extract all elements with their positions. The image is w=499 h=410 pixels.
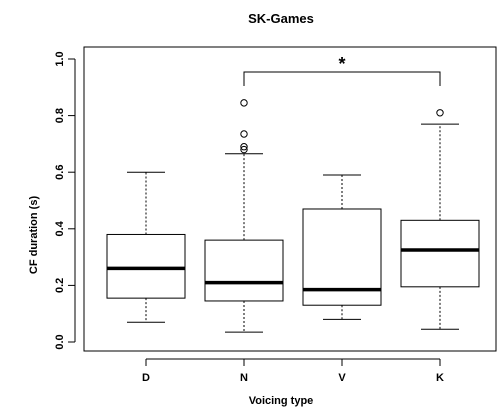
boxes-layer	[106, 99, 480, 333]
outlier-point	[436, 109, 444, 117]
iqr-box	[400, 219, 480, 288]
y-tick-label: 0.4	[54, 220, 66, 236]
outlier-point	[240, 130, 248, 138]
box-v	[302, 174, 382, 320]
outlier-point	[240, 145, 248, 154]
significance-star: *	[338, 54, 345, 74]
x-tick-label-d: D	[142, 372, 150, 384]
significance-bracket: *	[243, 54, 441, 86]
iqr-box	[204, 239, 284, 302]
x-axis-label: Voicing type	[249, 395, 314, 407]
x-tick-label-k: K	[436, 372, 444, 384]
iqr-box	[106, 233, 186, 299]
x-tick-label-v: V	[338, 372, 346, 384]
bracket-line	[243, 71, 441, 86]
box-n	[204, 99, 284, 333]
x-tick-label-n: N	[240, 372, 248, 384]
y-tick-label: 0.8	[54, 108, 66, 123]
box-k	[400, 109, 480, 330]
box-d	[106, 171, 186, 323]
chart-title: SK-Games	[248, 11, 314, 26]
plot-frame	[83, 46, 497, 352]
y-tick-label: 0.2	[54, 278, 66, 293]
outlier-point	[240, 99, 248, 107]
y-axis-label: CF duration (s)	[28, 196, 40, 275]
y-axis: 0.0 0.2 0.4 0.6 0.8 1.0	[54, 51, 76, 350]
y-tick-label: 1.0	[54, 51, 66, 66]
y-tick-label: 0.0	[54, 334, 66, 349]
y-tick-label: 0.6	[54, 165, 66, 180]
outlier-point	[240, 143, 248, 151]
